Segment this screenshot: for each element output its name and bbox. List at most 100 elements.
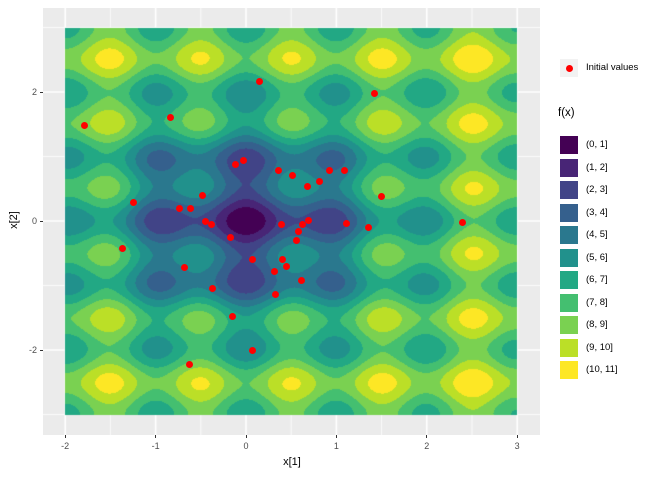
x-tick-label: -2 bbox=[61, 441, 70, 451]
fill-legend-item: (7, 8] bbox=[560, 293, 608, 312]
data-point bbox=[458, 219, 466, 227]
fill-legend-swatch bbox=[560, 226, 578, 244]
fill-legend-item: (2, 3] bbox=[560, 181, 608, 199]
x-axis-title: x[1] bbox=[283, 456, 301, 468]
data-point bbox=[248, 256, 256, 264]
initial-values-legend-key bbox=[560, 59, 578, 77]
data-point bbox=[275, 167, 283, 175]
data-point bbox=[325, 166, 333, 174]
fill-legend-swatch bbox=[560, 158, 578, 177]
data-point bbox=[186, 360, 194, 368]
fill-legend-item: (1, 2] bbox=[560, 158, 608, 177]
y-axis-title: x[2] bbox=[8, 211, 20, 229]
x-tick-label: 2 bbox=[424, 441, 430, 451]
fill-legend-bin-label: (5, 6] bbox=[586, 251, 608, 263]
data-point bbox=[209, 285, 217, 293]
fill-legend-bin-label: (10, 11] bbox=[586, 364, 618, 375]
data-point bbox=[378, 192, 386, 200]
y-tick-label: -2 bbox=[28, 345, 37, 355]
fill-legend-item: (0, 1] bbox=[560, 136, 608, 154]
data-point bbox=[288, 171, 296, 179]
y-tick-mark bbox=[40, 220, 43, 222]
data-point bbox=[129, 199, 137, 207]
fill-legend-item: (3, 4] bbox=[560, 203, 608, 222]
data-point bbox=[208, 220, 216, 228]
legend-item-initial-values: Initial values bbox=[560, 59, 638, 77]
y-tick-mark bbox=[40, 91, 43, 93]
y-tick-label: 2 bbox=[31, 87, 37, 97]
y-tick-mark bbox=[40, 349, 43, 351]
fill-legend-bin-label: (6, 7] bbox=[586, 274, 608, 285]
data-point bbox=[175, 205, 183, 213]
data-point bbox=[201, 218, 209, 226]
data-point bbox=[272, 291, 280, 299]
fill-legend-item: (10, 11] bbox=[560, 361, 618, 379]
fill-legend-item: (9, 10] bbox=[560, 338, 613, 357]
fill-legend-bin-label: (7, 8] bbox=[586, 296, 608, 308]
fill-legend-bin-label: (8, 9] bbox=[586, 319, 608, 330]
fill-legend-item: (8, 9] bbox=[560, 316, 608, 334]
data-point bbox=[370, 89, 378, 97]
data-point bbox=[298, 220, 306, 228]
contour-panel-canvas bbox=[43, 8, 540, 435]
data-point bbox=[227, 234, 235, 242]
data-point bbox=[181, 263, 189, 271]
fill-legend-swatch bbox=[560, 316, 578, 334]
fill-legend-swatch bbox=[560, 271, 578, 289]
fill-legend-swatch bbox=[560, 181, 578, 199]
fill-legend-item: (4, 5] bbox=[560, 226, 608, 244]
fill-legend-swatch bbox=[560, 248, 578, 267]
data-point bbox=[342, 220, 350, 228]
x-tick-mark bbox=[426, 435, 428, 438]
data-point bbox=[199, 191, 207, 199]
fill-legend-bin-label: (0, 1] bbox=[586, 139, 608, 150]
x-tick-mark bbox=[155, 435, 157, 438]
data-point bbox=[341, 167, 349, 175]
x-tick-mark bbox=[335, 435, 337, 438]
fill-legend-swatch bbox=[560, 338, 578, 357]
data-point bbox=[297, 277, 305, 285]
y-tick-label: 0 bbox=[31, 216, 37, 226]
fill-legend-swatch bbox=[560, 293, 578, 312]
x-tick-mark bbox=[245, 435, 247, 438]
initial-values-point-icon bbox=[565, 64, 573, 72]
fill-legend-bin-label: (1, 2] bbox=[586, 161, 608, 173]
fill-legend-title: f(x) bbox=[558, 107, 575, 119]
data-point bbox=[239, 156, 247, 164]
x-tick-label: 1 bbox=[333, 441, 339, 451]
x-tick-label: 3 bbox=[514, 441, 520, 451]
data-point bbox=[167, 113, 175, 121]
x-tick-label: 0 bbox=[243, 441, 249, 451]
data-point bbox=[271, 268, 279, 276]
fill-legend-swatch bbox=[560, 136, 578, 154]
x-tick-label: -1 bbox=[151, 441, 160, 451]
fill-legend-bin-label: (2, 3] bbox=[586, 184, 608, 195]
data-point bbox=[118, 245, 126, 253]
initial-values-legend-label: Initial values bbox=[586, 62, 639, 73]
data-point bbox=[277, 220, 285, 228]
data-point bbox=[304, 216, 312, 224]
fill-legend-swatch bbox=[560, 203, 578, 222]
data-point bbox=[231, 161, 239, 169]
fill-legend-item: (5, 6] bbox=[560, 248, 608, 267]
data-point bbox=[315, 178, 323, 186]
data-point bbox=[293, 237, 301, 245]
data-point bbox=[303, 182, 311, 190]
data-point bbox=[256, 77, 264, 85]
x-tick-mark bbox=[64, 435, 66, 438]
data-point bbox=[80, 122, 88, 130]
fill-legend-swatch bbox=[560, 361, 578, 379]
data-point bbox=[248, 346, 256, 354]
fill-legend-item: (6, 7] bbox=[560, 271, 608, 289]
x-tick-mark bbox=[516, 435, 518, 438]
fill-legend-bin-label: (9, 10] bbox=[586, 341, 613, 353]
fill-legend-bin-label: (4, 5] bbox=[586, 229, 608, 240]
data-point bbox=[294, 227, 302, 235]
fill-legend-bin-label: (3, 4] bbox=[586, 206, 608, 218]
data-point bbox=[283, 262, 291, 270]
data-point bbox=[364, 223, 372, 231]
data-point bbox=[187, 205, 195, 213]
data-point bbox=[278, 256, 286, 264]
data-point bbox=[228, 312, 236, 320]
